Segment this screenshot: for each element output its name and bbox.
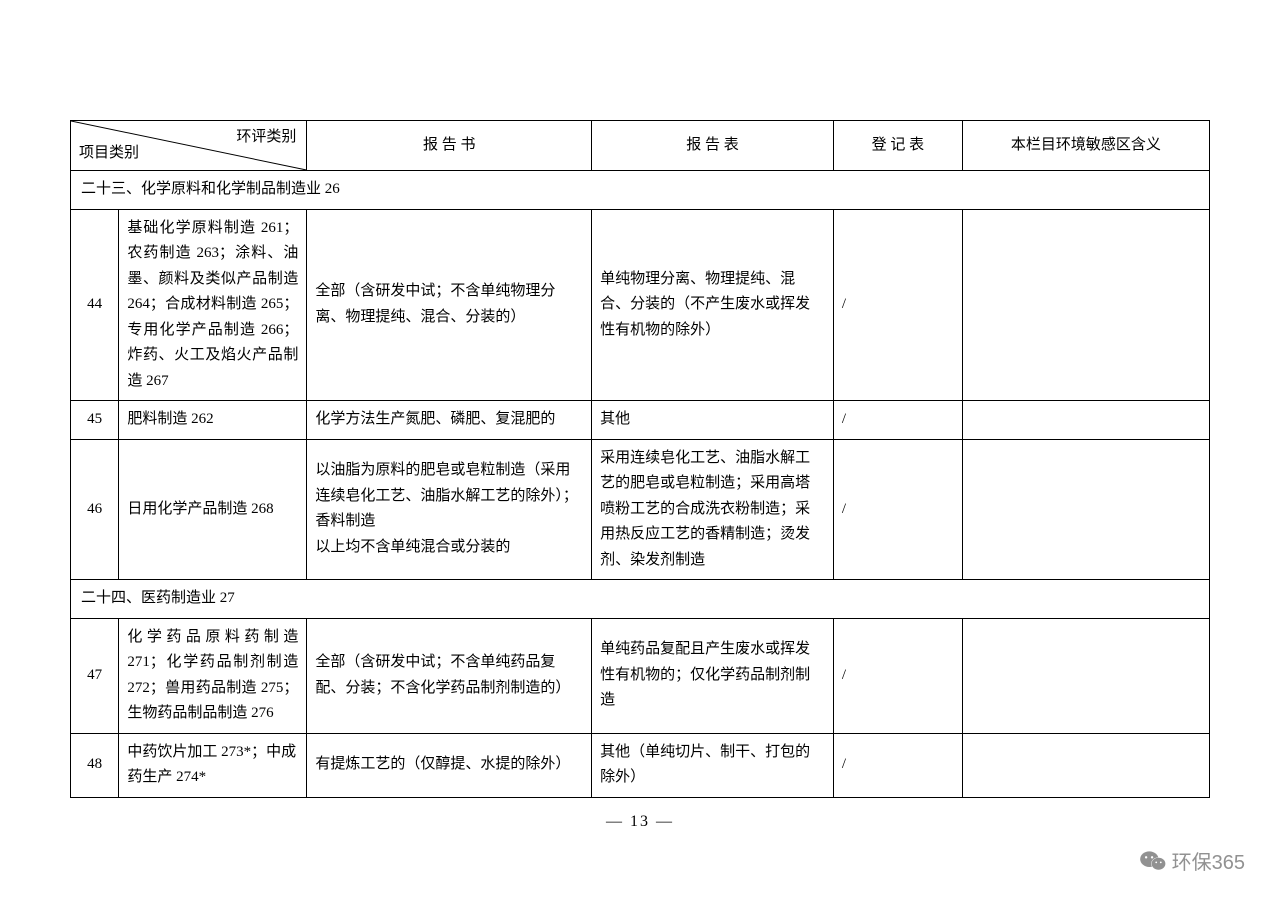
row-register: / xyxy=(833,618,962,733)
page-number: — 13 — xyxy=(70,813,1210,831)
header-top-label: 环评类别 xyxy=(236,125,296,151)
row-report-book: 全部（含研发中试；不含单纯药品复配、分装；不含化学药品制剂制造的） xyxy=(307,618,592,733)
row-number: 47 xyxy=(71,618,119,733)
header-register: 登 记 表 xyxy=(833,121,962,171)
row-number: 44 xyxy=(71,209,119,401)
row-register: / xyxy=(833,401,962,440)
row-meaning xyxy=(962,209,1209,401)
row-report-book: 有提炼工艺的（仅醇提、水提的除外） xyxy=(307,733,592,797)
header-report-table: 报 告 表 xyxy=(592,121,834,171)
diagonal-header-cell: 环评类别 项目类别 xyxy=(71,121,307,171)
row-report-table: 其他 xyxy=(592,401,834,440)
row-number: 48 xyxy=(71,733,119,797)
row-report-table: 单纯物理分离、物理提纯、混合、分装的（不产生废水或挥发性有机物的除外） xyxy=(592,209,834,401)
classification-table: 环评类别 项目类别 报 告 书 报 告 表 登 记 表 本栏目环境敏感区含义 二… xyxy=(70,120,1210,798)
row-register: / xyxy=(833,209,962,401)
section-title: 二十四、医药制造业 27 xyxy=(71,580,1210,619)
watermark: 环保365 xyxy=(1140,846,1245,875)
row-category: 化学药品原料药制造 271；化学药品制剂制造 272；兽用药品制造 275；生物… xyxy=(119,618,307,733)
table-header-row: 环评类别 项目类别 报 告 书 报 告 表 登 记 表 本栏目环境敏感区含义 xyxy=(71,121,1210,171)
table-row: 44 基础化学原料制造 261；农药制造 263；涂料、油墨、颜料及类似产品制造… xyxy=(71,209,1210,401)
row-category: 肥料制造 262 xyxy=(119,401,307,440)
row-category: 中药饮片加工 273*；中成药生产 274* xyxy=(119,733,307,797)
row-report-book: 化学方法生产氮肥、磷肥、复混肥的 xyxy=(307,401,592,440)
row-meaning xyxy=(962,401,1209,440)
header-meaning: 本栏目环境敏感区含义 xyxy=(962,121,1209,171)
header-bottom-label: 项目类别 xyxy=(79,141,139,167)
row-report-book: 全部（含研发中试；不含单纯物理分离、物理提纯、混合、分装的） xyxy=(307,209,592,401)
row-number: 46 xyxy=(71,439,119,580)
row-register: / xyxy=(833,733,962,797)
row-category: 日用化学产品制造 268 xyxy=(119,439,307,580)
row-meaning xyxy=(962,733,1209,797)
section-title: 二十三、化学原料和化学制品制造业 26 xyxy=(71,171,1210,210)
row-report-table: 单纯药品复配且产生废水或挥发性有机物的；仅化学药品制剂制造 xyxy=(592,618,834,733)
row-report-table: 采用连续皂化工艺、油脂水解工艺的肥皂或皂粒制造；采用高塔喷粉工艺的合成洗衣粉制造… xyxy=(592,439,834,580)
section-header-row: 二十四、医药制造业 27 xyxy=(71,580,1210,619)
row-report-book: 以油脂为原料的肥皂或皂粒制造（采用连续皂化工艺、油脂水解工艺的除外）；香料制造 … xyxy=(307,439,592,580)
row-meaning xyxy=(962,439,1209,580)
document-page: 环评类别 项目类别 报 告 书 报 告 表 登 记 表 本栏目环境敏感区含义 二… xyxy=(0,0,1280,831)
table-row: 45 肥料制造 262 化学方法生产氮肥、磷肥、复混肥的 其他 / xyxy=(71,401,1210,440)
table-row: 46 日用化学产品制造 268 以油脂为原料的肥皂或皂粒制造（采用连续皂化工艺、… xyxy=(71,439,1210,580)
table-row: 48 中药饮片加工 273*；中成药生产 274* 有提炼工艺的（仅醇提、水提的… xyxy=(71,733,1210,797)
row-category: 基础化学原料制造 261；农药制造 263；涂料、油墨、颜料及类似产品制造 26… xyxy=(119,209,307,401)
row-number: 45 xyxy=(71,401,119,440)
header-report-book: 报 告 书 xyxy=(307,121,592,171)
row-register: / xyxy=(833,439,962,580)
table-row: 47 化学药品原料药制造 271；化学药品制剂制造 272；兽用药品制造 275… xyxy=(71,618,1210,733)
wechat-icon xyxy=(1140,850,1166,872)
row-report-table: 其他（单纯切片、制干、打包的除外） xyxy=(592,733,834,797)
section-header-row: 二十三、化学原料和化学制品制造业 26 xyxy=(71,171,1210,210)
row-meaning xyxy=(962,618,1209,733)
watermark-text: 环保365 xyxy=(1172,846,1245,875)
